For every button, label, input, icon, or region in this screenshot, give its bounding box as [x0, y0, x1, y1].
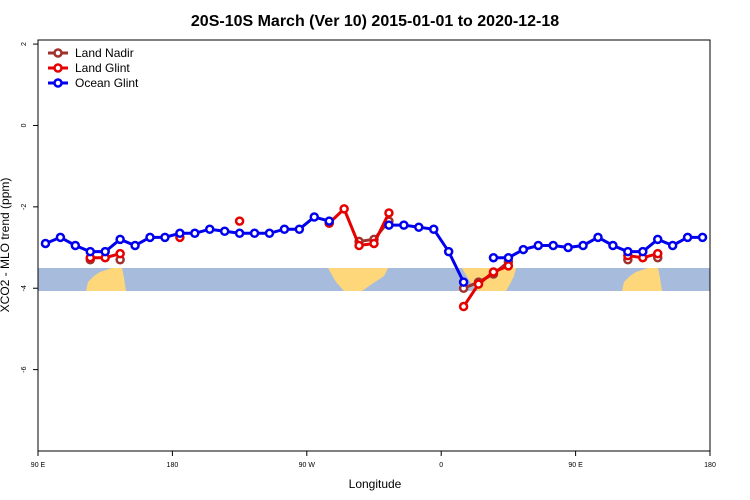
data-point [608, 240, 618, 251]
x-tick-label: 180 [704, 462, 716, 469]
data-point [85, 246, 96, 257]
y-tick-label: -4 [21, 285, 28, 291]
data-point [638, 246, 648, 257]
x-tick-label: 90 E [568, 462, 583, 469]
data-point [115, 234, 125, 245]
data-point [384, 208, 394, 218]
data-point [55, 232, 66, 243]
data-point [175, 228, 185, 239]
y-tick-label: 0 [21, 123, 28, 127]
y-tick-label: -6 [21, 366, 28, 372]
x-tick-label: 0 [439, 462, 443, 469]
data-point [533, 240, 544, 251]
data-point [458, 277, 469, 287]
data-point [593, 232, 603, 243]
legend-marker [53, 78, 63, 88]
data-point [384, 220, 394, 230]
data-point [70, 240, 81, 251]
data-point [682, 232, 693, 243]
legend-label: Land Nadir [75, 46, 134, 60]
data-point [623, 246, 633, 257]
data-point [488, 252, 499, 263]
chart-title: 20S-10S March (Ver 10) 2015-01-01 to 202… [191, 13, 559, 30]
y-axis-label: XCO2 - MLO trend (ppm) [0, 178, 12, 313]
data-point [548, 240, 558, 251]
x-axis-label: Longitude [349, 477, 402, 491]
data-point [443, 246, 454, 257]
data-point [294, 224, 305, 234]
data-point [518, 244, 529, 255]
land-shape [86, 268, 126, 291]
data-point [473, 279, 484, 289]
data-point [249, 228, 260, 239]
data-point [488, 267, 499, 277]
legend-marker [53, 48, 63, 58]
data-point [339, 204, 349, 214]
data-point [279, 224, 290, 234]
data-point [100, 246, 110, 257]
series-line [90, 206, 659, 308]
x-tick-label: 90 W [299, 462, 316, 469]
data-point [145, 232, 155, 243]
data-point [503, 252, 514, 263]
legend-label: Ocean Glint [75, 76, 139, 90]
data-point [399, 220, 409, 230]
data-point [130, 240, 140, 251]
data-point [414, 222, 424, 232]
data-point [160, 232, 170, 243]
legend-label: Land Glint [75, 61, 130, 75]
data-point [190, 228, 200, 239]
data-point [503, 261, 514, 271]
data-point [264, 228, 275, 239]
plot-frame [37, 39, 711, 452]
data-point [667, 240, 678, 251]
data-point [458, 301, 469, 312]
data-point [578, 240, 588, 251]
data-point [428, 224, 439, 234]
data-point [697, 232, 708, 243]
x-tick-label: 180 [167, 462, 179, 469]
data-point [40, 238, 51, 249]
data-point [234, 228, 245, 239]
data-point [563, 242, 573, 253]
data-point [652, 248, 663, 259]
y-tick-label: -2 [21, 204, 28, 210]
land-shape [622, 268, 662, 291]
data-point [234, 216, 245, 226]
data-point [369, 238, 379, 249]
map-strip [38, 268, 710, 291]
data-point [324, 216, 334, 226]
data-point [354, 240, 364, 251]
data-point [309, 212, 320, 222]
data-point [219, 226, 230, 237]
x-tick-label: 90 E [31, 462, 46, 469]
data-point [204, 224, 215, 234]
land-shape [328, 268, 388, 291]
y-tick-label: 2 [21, 42, 28, 46]
data-point [652, 234, 663, 245]
data-point [115, 248, 125, 259]
legend-marker [53, 63, 63, 73]
